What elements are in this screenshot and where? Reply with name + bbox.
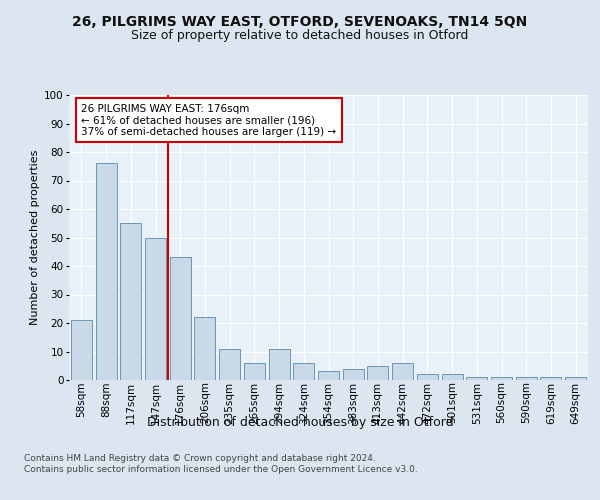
Bar — [565, 377, 586, 380]
Text: Contains HM Land Registry data © Crown copyright and database right 2024.
Contai: Contains HM Land Registry data © Crown c… — [24, 454, 418, 473]
Bar — [71, 320, 92, 380]
Bar — [170, 258, 191, 380]
Bar — [269, 348, 290, 380]
Bar — [367, 366, 388, 380]
Text: 26 PILGRIMS WAY EAST: 176sqm
← 61% of detached houses are smaller (196)
37% of s: 26 PILGRIMS WAY EAST: 176sqm ← 61% of de… — [82, 104, 337, 136]
Bar — [343, 368, 364, 380]
Bar — [95, 164, 116, 380]
Text: Distribution of detached houses by size in Otford: Distribution of detached houses by size … — [146, 416, 454, 429]
Bar — [392, 363, 413, 380]
Y-axis label: Number of detached properties: Number of detached properties — [29, 150, 40, 325]
Bar — [244, 363, 265, 380]
Bar — [417, 374, 438, 380]
Bar — [120, 223, 141, 380]
Bar — [194, 318, 215, 380]
Bar — [491, 377, 512, 380]
Bar — [466, 377, 487, 380]
Text: Size of property relative to detached houses in Otford: Size of property relative to detached ho… — [131, 30, 469, 43]
Bar — [516, 377, 537, 380]
Bar — [541, 377, 562, 380]
Bar — [293, 363, 314, 380]
Text: 26, PILGRIMS WAY EAST, OTFORD, SEVENOAKS, TN14 5QN: 26, PILGRIMS WAY EAST, OTFORD, SEVENOAKS… — [73, 16, 527, 30]
Bar — [442, 374, 463, 380]
Bar — [219, 348, 240, 380]
Bar — [318, 372, 339, 380]
Bar — [145, 238, 166, 380]
